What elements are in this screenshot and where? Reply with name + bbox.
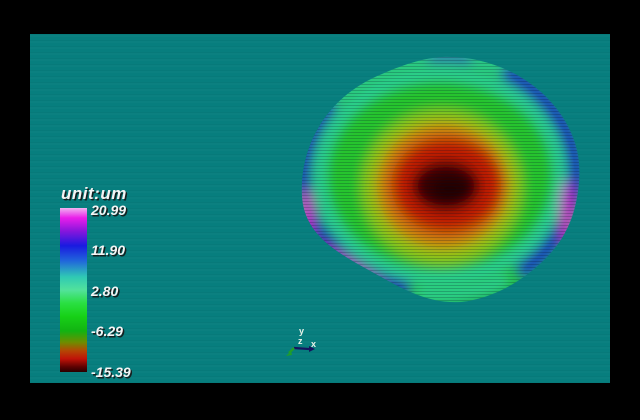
colorbar-tick: 20.99 <box>91 202 127 218</box>
colorbar-tick: 2.80 <box>91 283 119 299</box>
render-viewport[interactable]: y z x unit:um 20.99 11.90 2.80 -6.29 -15… <box>30 34 610 383</box>
x-axis-label: x <box>311 339 316 349</box>
colorbar-tick: -15.39 <box>91 364 131 380</box>
colorbar-gradient <box>60 208 87 372</box>
x-axis-arrow <box>309 346 315 352</box>
z-axis-label: z <box>298 336 303 346</box>
colorbar-title: unit:um <box>61 184 127 203</box>
colorbar-tick: 11.90 <box>91 242 125 258</box>
z-axis-arrow <box>286 351 292 356</box>
y-axis-label: y <box>299 326 304 336</box>
colorbar-tick: -6.29 <box>91 323 123 339</box>
scene-canvas: y z x <box>286 56 580 356</box>
surface-blob <box>301 56 580 303</box>
orientation-axes-widget[interactable]: y z x <box>286 326 316 356</box>
scanlines-overlay <box>301 56 580 303</box>
